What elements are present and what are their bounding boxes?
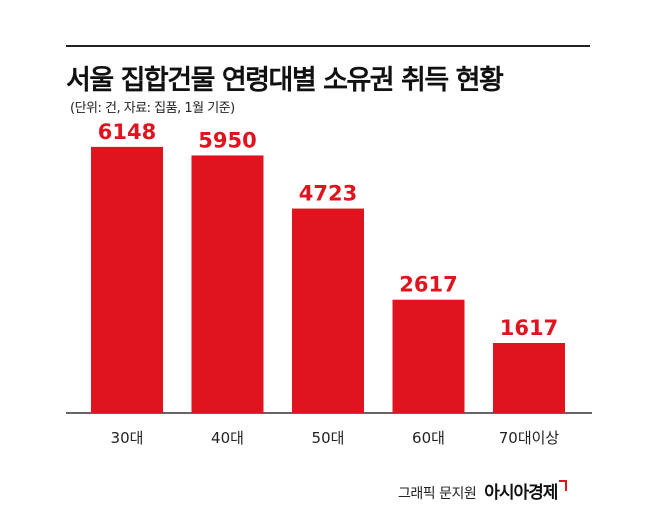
title-rule (66, 45, 590, 47)
value-label: 5950 (198, 128, 256, 152)
chart-title: 서울 집합건물 연령대별 소유권 취득 현황 (66, 65, 504, 96)
logo-mark-icon (559, 480, 568, 491)
bar-70대이상 (493, 343, 565, 413)
bar-50대 (292, 208, 364, 413)
value-label: 2617 (399, 273, 457, 297)
chart-subtitle: (단위: 건, 자료: 집품, 1월 기준) (70, 101, 235, 116)
category-label: 40대 (211, 429, 244, 447)
publisher-name: 아시아경제 (484, 483, 558, 503)
bar-60대 (392, 299, 465, 413)
bar-40대 (191, 155, 264, 413)
credit: 그래픽 문지원 아시아경제 (398, 478, 568, 503)
graphic-credit: 그래픽 문지원 (398, 486, 477, 502)
bar-30대 (91, 146, 163, 413)
value-label: 1617 (500, 316, 558, 340)
value-label: 4723 (299, 182, 357, 206)
category-label: 70대이상 (499, 429, 560, 447)
category-label: 60대 (412, 429, 445, 447)
category-label: 30대 (111, 429, 144, 447)
value-label: 6148 (98, 120, 156, 144)
publisher-logo: 아시아경제 (484, 478, 568, 503)
category-label: 50대 (312, 429, 345, 447)
